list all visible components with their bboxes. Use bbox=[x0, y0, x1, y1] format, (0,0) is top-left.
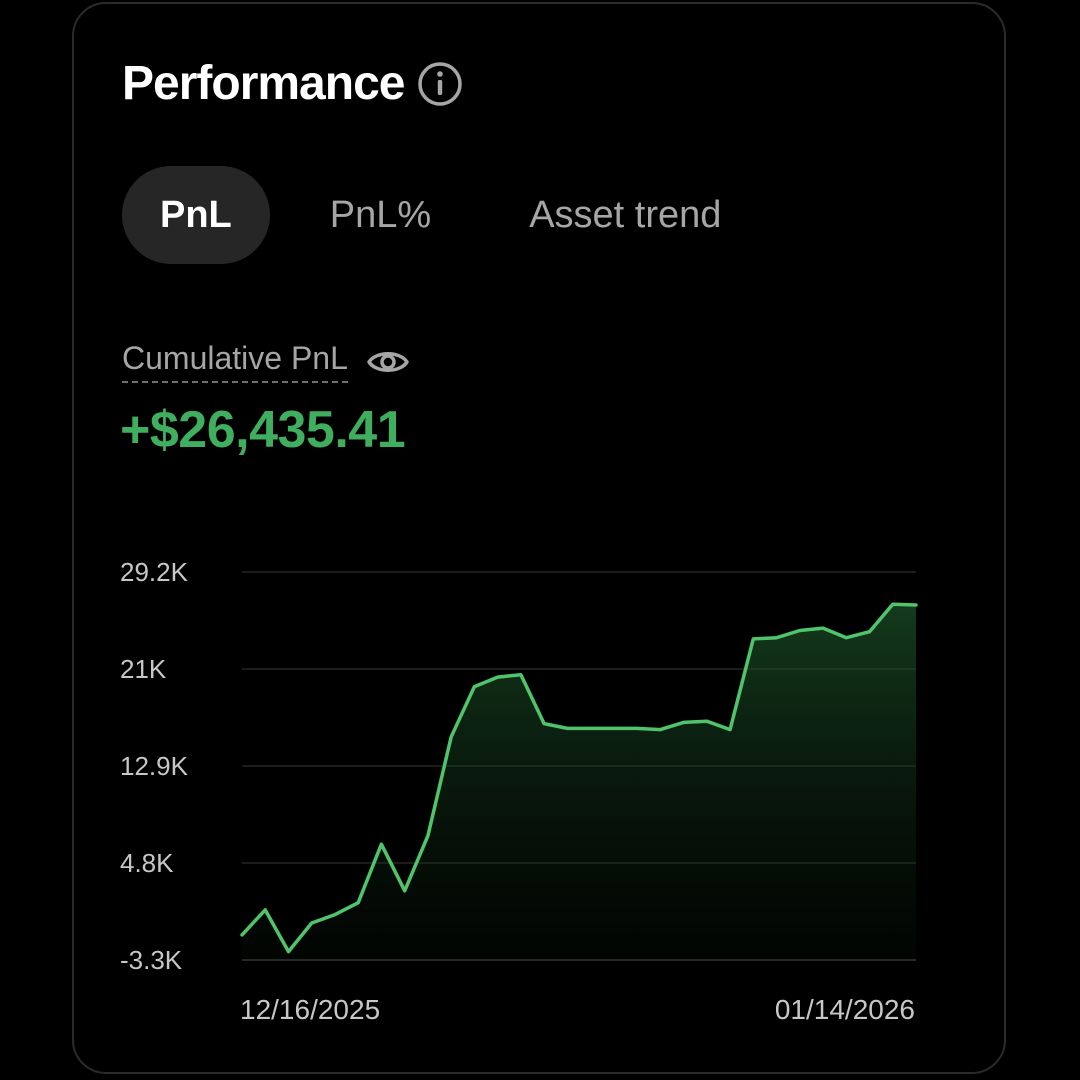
cumulative-pnl-label[interactable]: Cumulative PnL bbox=[122, 340, 348, 383]
cumulative-pnl-label-row: Cumulative PnL bbox=[122, 340, 410, 383]
cumulative-pnl-value: +$26,435.41 bbox=[120, 401, 406, 459]
info-circle-icon[interactable] bbox=[416, 60, 464, 108]
y-tick-label: 29.2K bbox=[120, 557, 189, 587]
x-tick-label-end: 01/14/2026 bbox=[775, 994, 915, 1025]
y-tick-label: -3.3K bbox=[120, 945, 183, 975]
y-tick-label: 12.9K bbox=[120, 751, 189, 781]
pnl-area-fill bbox=[242, 604, 916, 960]
pnl-series-line[interactable] bbox=[240, 602, 918, 954]
card-header: Performance bbox=[122, 56, 464, 111]
eye-icon[interactable] bbox=[366, 346, 410, 378]
y-tick-label: 21K bbox=[120, 654, 167, 684]
performance-card: Performance PnL PnL% Asset trend Cumulat… bbox=[72, 2, 1006, 1074]
tab-asset-trend[interactable]: Asset trend bbox=[529, 193, 722, 236]
x-tick-label-start: 12/16/2025 bbox=[240, 994, 380, 1025]
tab-bar: PnL PnL% Asset trend bbox=[122, 166, 721, 264]
pnl-chart: 29.2K 21K 12.9K 4.8K -3.3K 12/16/2025 01/14/… bbox=[120, 557, 918, 1025]
tab-pnl[interactable]: PnL bbox=[122, 166, 270, 264]
page-title: Performance bbox=[122, 57, 405, 110]
tab-pnl-percent[interactable]: PnL% bbox=[329, 193, 432, 236]
y-tick-label: 4.8K bbox=[120, 848, 174, 878]
